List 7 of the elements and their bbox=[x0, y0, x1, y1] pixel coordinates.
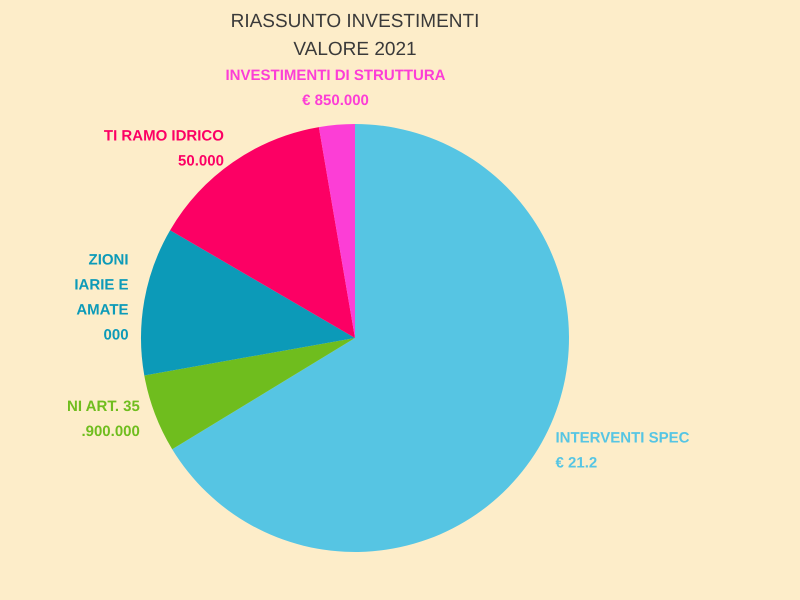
slice-label: NI ART. 35 .900.000 bbox=[67, 398, 140, 440]
slice-label: ZIONI IARIE E AMATE 000 bbox=[74, 251, 129, 344]
chart-subtitle: VALORE 2021 bbox=[293, 39, 417, 60]
chart-title: RIASSUNTO INVESTIMENTI bbox=[230, 11, 480, 32]
slice-label: INVESTIMENTI DI STRUTTURA € 850.000 bbox=[226, 66, 446, 109]
slice-label: INTERVENTI SPEC € 21.2 bbox=[555, 429, 690, 472]
slice-label: TI RAMO IDRICO 50.000 bbox=[104, 128, 224, 170]
